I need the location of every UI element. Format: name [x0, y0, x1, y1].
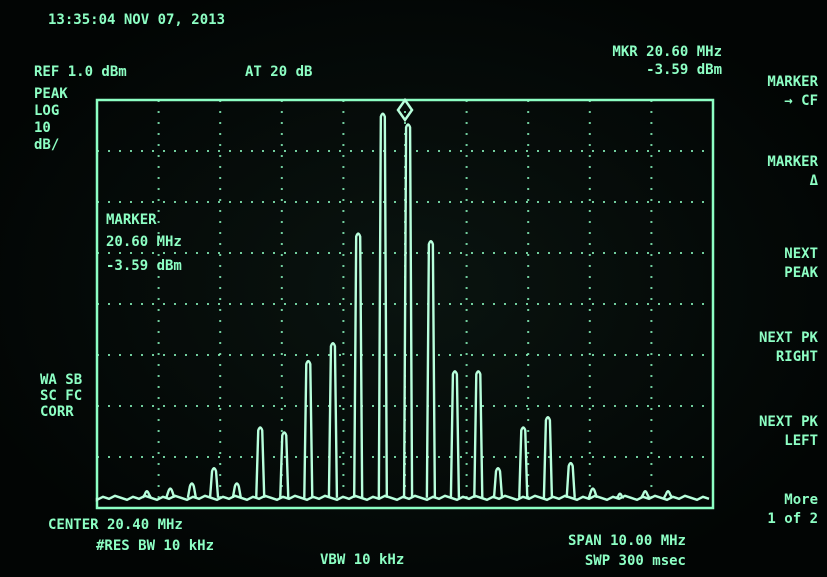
- timestamp: 13:35:04 NOV 07, 2013: [48, 12, 225, 28]
- spectral-peak: [256, 427, 264, 497]
- spectral-peak: [329, 343, 337, 498]
- left-label: 10: [34, 120, 51, 136]
- resolution-bandwidth: #RES BW 10 kHz: [96, 538, 214, 554]
- spectral-peak: [544, 417, 552, 498]
- status-label: WA SB: [40, 372, 82, 388]
- spectral-peak: [664, 491, 672, 498]
- marker-level: -3.59 dBm: [646, 62, 722, 78]
- marker-frequency: MKR 20.60 MHz: [612, 44, 722, 60]
- center-frequency: CENTER 20.40 MHz: [48, 517, 183, 533]
- softkey-label[interactable]: MARKER: [767, 74, 818, 90]
- left-label: LOG: [34, 103, 59, 119]
- spectral-peak: [166, 489, 174, 498]
- analyzer-screen: 13:35:04 NOV 07, 2013 REF 1.0 dBm AT 20 …: [0, 0, 827, 577]
- reference-level: REF 1.0 dBm: [34, 64, 127, 80]
- spectral-peak: [379, 114, 387, 498]
- softkey-label[interactable]: More: [784, 492, 818, 508]
- softkey-label[interactable]: PEAK: [784, 265, 818, 281]
- softkey-label[interactable]: NEXT: [784, 246, 818, 262]
- spectral-peak: [427, 241, 435, 498]
- spectral-peak: [188, 484, 196, 498]
- softkey-label[interactable]: Δ: [810, 173, 819, 189]
- left-label: PEAK: [34, 86, 68, 102]
- softkey-label[interactable]: 1 of 2: [767, 511, 818, 527]
- softkey-label[interactable]: MARKER: [767, 154, 818, 170]
- left-label: dB/: [34, 137, 59, 153]
- trace: [97, 114, 709, 500]
- spectral-peak: [354, 234, 362, 498]
- softkey-label[interactable]: LEFT: [784, 433, 818, 449]
- spectral-peak: [474, 371, 482, 498]
- attenuation: AT 20 dB: [245, 64, 312, 80]
- span: SPAN 10.00 MHz: [568, 533, 686, 549]
- softkey-label[interactable]: RIGHT: [776, 349, 818, 365]
- marker-box-line: MARKER: [106, 212, 157, 228]
- spectral-peak: [304, 361, 312, 498]
- softkey-label[interactable]: NEXT PK: [759, 414, 819, 430]
- spectral-peak: [494, 468, 502, 498]
- marker-diamond: [398, 100, 412, 120]
- marker-box-line: -3.59 dBm: [106, 258, 182, 274]
- video-bandwidth: VBW 10 kHz: [320, 552, 404, 568]
- spectral-peak: [519, 427, 527, 497]
- marker-box-line: 20.60 MHz: [106, 234, 182, 250]
- spectral-peak: [404, 124, 412, 497]
- softkey-label[interactable]: NEXT PK: [759, 330, 819, 346]
- spectral-peak: [210, 468, 218, 498]
- status-label: CORR: [40, 404, 74, 420]
- spectral-peak: [567, 463, 575, 498]
- softkey-label[interactable]: → CF: [784, 93, 818, 109]
- spectral-peak: [280, 433, 288, 498]
- spectral-peak: [451, 371, 459, 498]
- sweep-time: SWP 300 msec: [585, 553, 686, 569]
- status-label: SC FC: [40, 388, 82, 404]
